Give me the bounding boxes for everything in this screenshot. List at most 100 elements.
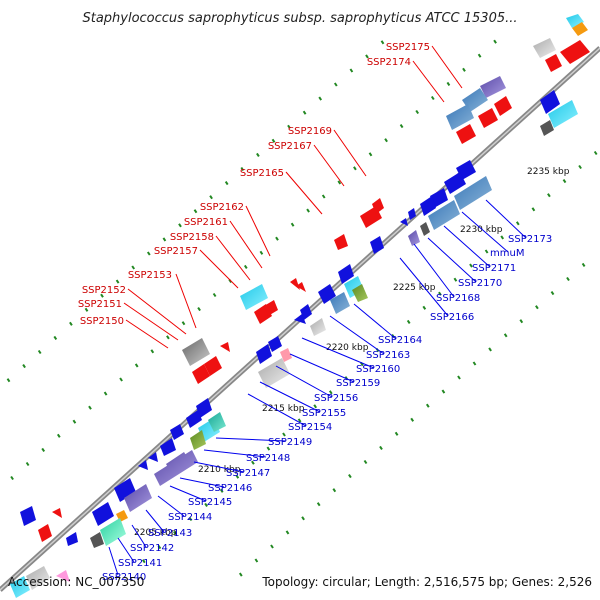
guide-dash	[37, 349, 42, 355]
gene-label: SSP2149	[268, 437, 312, 448]
gene-label: SSP2148	[246, 453, 290, 464]
gene-label: SSP2174	[367, 57, 411, 68]
gene-feature	[494, 96, 512, 116]
gene-feature	[408, 230, 420, 246]
guide-dash	[453, 277, 458, 282]
gene-feature	[10, 576, 30, 598]
gene-feature	[294, 314, 306, 324]
gene-label: SSP2171	[472, 263, 516, 274]
guide-dash	[285, 530, 290, 535]
gene-feature	[420, 196, 436, 216]
guide-dash	[469, 263, 473, 268]
gene-feature	[148, 452, 158, 462]
guide-dash	[519, 319, 524, 324]
tick-label: 2215 kbp	[262, 404, 305, 414]
gene-label: SSP2144	[168, 512, 212, 523]
gene-label: SSP2142	[130, 543, 174, 554]
gene-feature	[124, 484, 152, 512]
guide-dash	[353, 166, 357, 171]
genome-summary-text: Topology: circular; Length: 2,516,575 bp…	[261, 575, 592, 589]
guide-dash	[238, 572, 243, 577]
guide-dash	[266, 446, 271, 451]
guide-dash	[297, 418, 302, 423]
gene-feature	[566, 14, 584, 28]
guide-dash	[282, 432, 286, 437]
guide-dash	[425, 403, 430, 408]
guide-dash	[566, 276, 570, 282]
guide-dash	[134, 363, 139, 368]
gene-feature	[280, 348, 292, 362]
guide-dash	[290, 222, 295, 227]
guide-dash	[488, 347, 492, 352]
gene-feature	[56, 570, 70, 582]
map-title: Staphylococcus saprophyticus subsp. sapr…	[82, 11, 517, 26]
gene-feature	[330, 292, 350, 314]
guide-dash	[243, 264, 248, 269]
gene-feature	[92, 502, 114, 526]
reverse-label-connectors	[108, 199, 527, 576]
guide-dash	[72, 419, 77, 424]
gene-feature	[456, 124, 476, 144]
gene-feature	[208, 412, 226, 432]
gene-feature	[480, 76, 506, 98]
gene-feature	[372, 198, 384, 214]
gene-feature	[560, 40, 590, 64]
tick-label: 2210 kbp	[198, 465, 241, 475]
gene-label: SSP2160	[356, 364, 400, 375]
gene-label: SSP2165	[240, 168, 284, 179]
guide-dash	[193, 209, 198, 214]
gene-label: SSP2164	[378, 335, 422, 346]
guide-dash	[301, 516, 305, 521]
gene-feature	[545, 54, 562, 72]
guide-dash	[204, 502, 208, 507]
guide-dash	[6, 378, 11, 383]
guide-dash	[316, 502, 321, 507]
forward-label-connectors	[123, 45, 463, 349]
gene-feature	[52, 508, 62, 518]
gene-feature	[408, 208, 416, 220]
guide-dash	[430, 95, 435, 101]
gene-feature	[310, 318, 326, 336]
gene-feature	[338, 264, 354, 284]
gene-feature	[370, 236, 384, 254]
gene-feature	[186, 410, 202, 428]
forward-gene-labels: SSP2150 SSP2151 SSP2152 SSP2153 SSP2157 …	[78, 42, 430, 327]
guide-dash	[337, 180, 342, 185]
gene-feature	[20, 506, 36, 526]
gene-feature	[533, 38, 556, 58]
gene-feature	[38, 524, 52, 542]
gene-feature	[190, 430, 206, 450]
gene-feature	[454, 176, 492, 210]
guide-dash	[10, 475, 14, 481]
gene-label: SSP2147	[226, 468, 270, 479]
guide-dash	[349, 68, 354, 73]
gene-feature	[290, 278, 300, 290]
gene-feature	[114, 478, 136, 502]
guide-dash	[251, 460, 255, 465]
guide-dash	[472, 361, 477, 366]
guide-dash	[103, 391, 108, 396]
guide-dash	[240, 166, 245, 172]
guide-dash	[22, 364, 26, 369]
gene-feature	[548, 100, 578, 128]
gene-feature	[428, 200, 460, 230]
guide-dash	[84, 307, 89, 312]
gene-label: SSP2157	[154, 246, 198, 257]
guide-dash	[275, 236, 279, 241]
guide-dash	[462, 67, 466, 72]
guide-dash	[547, 193, 551, 198]
guide-dash	[141, 559, 146, 564]
tick-label: 2230 kbp	[460, 225, 503, 235]
guide-dash	[69, 321, 73, 326]
guide-dash	[212, 292, 217, 298]
gene-feature	[430, 188, 448, 208]
guide-dash	[235, 474, 240, 479]
guide-dash	[348, 474, 352, 479]
guide-dash	[477, 53, 482, 58]
gene-feature	[182, 338, 210, 366]
guide-dash	[333, 82, 338, 87]
gene-label: SSP2155	[302, 408, 346, 419]
guide-dash	[259, 250, 264, 255]
guide-dash	[441, 389, 446, 394]
guide-dash	[119, 377, 123, 382]
